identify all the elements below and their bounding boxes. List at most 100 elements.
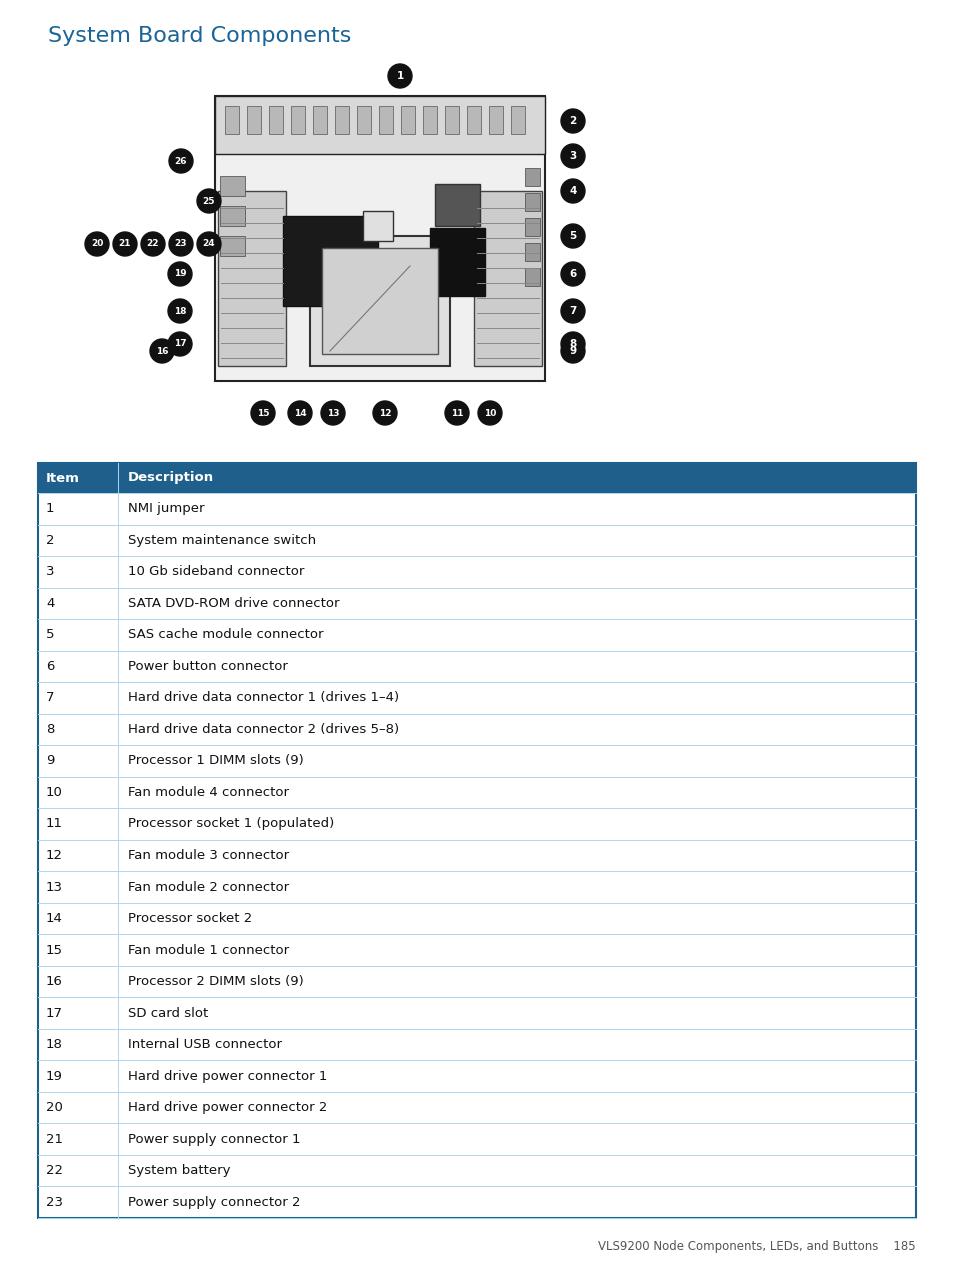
- FancyBboxPatch shape: [247, 105, 261, 133]
- Circle shape: [150, 339, 173, 364]
- FancyBboxPatch shape: [269, 105, 283, 133]
- Text: 11: 11: [450, 408, 463, 417]
- Text: SD card slot: SD card slot: [128, 1007, 208, 1019]
- Text: Item: Item: [46, 472, 80, 484]
- Text: 21: 21: [118, 239, 132, 249]
- Text: System battery: System battery: [128, 1164, 231, 1177]
- FancyBboxPatch shape: [220, 236, 245, 255]
- Text: 26: 26: [174, 156, 187, 165]
- Text: 9: 9: [46, 755, 54, 768]
- Circle shape: [169, 149, 193, 173]
- FancyBboxPatch shape: [322, 248, 437, 355]
- Text: Power supply connector 2: Power supply connector 2: [128, 1196, 300, 1209]
- Circle shape: [560, 179, 584, 203]
- Text: 22: 22: [46, 1164, 63, 1177]
- FancyBboxPatch shape: [422, 105, 436, 133]
- Text: 4: 4: [569, 186, 576, 196]
- FancyBboxPatch shape: [489, 105, 502, 133]
- Circle shape: [388, 64, 412, 88]
- FancyBboxPatch shape: [524, 168, 539, 186]
- Circle shape: [168, 262, 192, 286]
- Circle shape: [560, 224, 584, 248]
- Text: 13: 13: [327, 408, 339, 417]
- Text: 14: 14: [294, 408, 306, 417]
- FancyBboxPatch shape: [524, 268, 539, 286]
- Circle shape: [168, 299, 192, 323]
- Text: 23: 23: [174, 239, 187, 249]
- Text: 11: 11: [46, 817, 63, 830]
- Text: Hard drive power connector 2: Hard drive power connector 2: [128, 1101, 327, 1115]
- FancyBboxPatch shape: [474, 191, 541, 366]
- Circle shape: [196, 189, 221, 214]
- Text: 23: 23: [46, 1196, 63, 1209]
- Text: Fan module 3 connector: Fan module 3 connector: [128, 849, 289, 862]
- Circle shape: [444, 400, 469, 425]
- Text: 22: 22: [147, 239, 159, 249]
- Text: Power supply connector 1: Power supply connector 1: [128, 1132, 300, 1145]
- Text: Hard drive power connector 1: Hard drive power connector 1: [128, 1070, 327, 1083]
- Circle shape: [169, 233, 193, 255]
- Text: 2: 2: [569, 116, 576, 126]
- FancyBboxPatch shape: [313, 105, 327, 133]
- Circle shape: [560, 144, 584, 168]
- Text: 15: 15: [46, 943, 63, 957]
- FancyBboxPatch shape: [524, 243, 539, 261]
- FancyBboxPatch shape: [435, 184, 479, 226]
- Text: 9: 9: [569, 346, 576, 356]
- Text: 17: 17: [173, 339, 186, 348]
- Text: 13: 13: [46, 881, 63, 894]
- Text: 7: 7: [46, 691, 54, 704]
- FancyBboxPatch shape: [38, 463, 915, 1218]
- Text: 7: 7: [569, 306, 576, 316]
- FancyBboxPatch shape: [400, 105, 415, 133]
- Text: 19: 19: [173, 269, 186, 278]
- Circle shape: [560, 109, 584, 133]
- Text: Fan module 2 connector: Fan module 2 connector: [128, 881, 289, 894]
- FancyBboxPatch shape: [511, 105, 524, 133]
- Text: 10: 10: [483, 408, 496, 417]
- Circle shape: [560, 262, 584, 286]
- Text: 19: 19: [46, 1070, 63, 1083]
- Circle shape: [141, 233, 165, 255]
- Text: Processor socket 2: Processor socket 2: [128, 913, 252, 925]
- Text: 20: 20: [46, 1101, 63, 1115]
- Text: Power button connector: Power button connector: [128, 660, 288, 672]
- FancyBboxPatch shape: [363, 211, 393, 241]
- Text: VLS9200 Node Components, LEDs, and Buttons    185: VLS9200 Node Components, LEDs, and Butto…: [598, 1240, 915, 1253]
- Text: 12: 12: [378, 408, 391, 417]
- Text: System Board Components: System Board Components: [48, 25, 351, 46]
- Circle shape: [560, 299, 584, 323]
- FancyBboxPatch shape: [283, 216, 377, 306]
- Text: 10: 10: [46, 785, 63, 799]
- Text: 17: 17: [46, 1007, 63, 1019]
- Circle shape: [560, 339, 584, 364]
- Text: System maintenance switch: System maintenance switch: [128, 534, 315, 547]
- Text: Hard drive data connector 1 (drives 1–4): Hard drive data connector 1 (drives 1–4): [128, 691, 398, 704]
- Text: 21: 21: [46, 1132, 63, 1145]
- Text: 6: 6: [46, 660, 54, 672]
- Circle shape: [288, 400, 312, 425]
- Text: NMI jumper: NMI jumper: [128, 502, 204, 515]
- Text: 8: 8: [569, 339, 576, 350]
- Circle shape: [85, 233, 109, 255]
- Text: 25: 25: [203, 197, 215, 206]
- Text: 20: 20: [91, 239, 103, 249]
- Circle shape: [477, 400, 501, 425]
- Text: 16: 16: [46, 975, 63, 988]
- FancyBboxPatch shape: [467, 105, 480, 133]
- Circle shape: [373, 400, 396, 425]
- Text: Processor 2 DIMM slots (9): Processor 2 DIMM slots (9): [128, 975, 303, 988]
- FancyBboxPatch shape: [225, 105, 239, 133]
- FancyBboxPatch shape: [220, 206, 245, 226]
- Text: 2: 2: [46, 534, 54, 547]
- Circle shape: [196, 233, 221, 255]
- FancyBboxPatch shape: [524, 193, 539, 211]
- FancyBboxPatch shape: [310, 236, 450, 366]
- Circle shape: [251, 400, 274, 425]
- Circle shape: [168, 332, 192, 356]
- Text: 12: 12: [46, 849, 63, 862]
- Text: 6: 6: [569, 269, 576, 280]
- Circle shape: [112, 233, 137, 255]
- Text: Description: Description: [128, 472, 213, 484]
- Text: SATA DVD-ROM drive connector: SATA DVD-ROM drive connector: [128, 597, 339, 610]
